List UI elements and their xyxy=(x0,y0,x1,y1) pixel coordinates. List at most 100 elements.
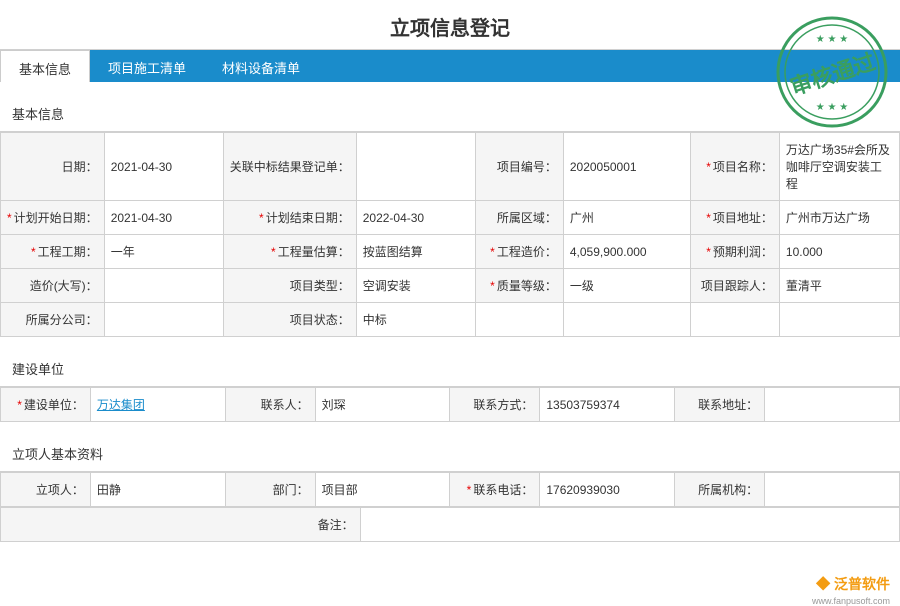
remark-label: 备注： xyxy=(1,508,361,542)
label-text: 联系人： xyxy=(261,398,309,412)
field-value[interactable] xyxy=(765,388,900,422)
label-text: 计划开始日期： xyxy=(14,211,98,225)
required-star: * xyxy=(490,279,495,293)
field-value[interactable]: 万达广场35#会所及咖啡厅空调安装工程 xyxy=(779,133,899,201)
label-text: 联系地址： xyxy=(698,398,758,412)
label-text: 项目状态： xyxy=(290,313,350,327)
field-label: *项目地址： xyxy=(690,201,779,235)
field-label xyxy=(690,303,779,337)
field-label: 所属区域： xyxy=(475,201,563,235)
field-label: *计划开始日期： xyxy=(1,201,105,235)
tab-construction-list[interactable]: 项目施工清单 xyxy=(90,50,204,82)
label-text: 联系方式： xyxy=(473,398,533,412)
field-value[interactable]: 13503759374 xyxy=(540,388,675,422)
field-label: 关联中标结果登记单： xyxy=(223,133,356,201)
tab-basic-info[interactable]: 基本信息 xyxy=(0,50,90,82)
required-star: * xyxy=(7,211,12,225)
label-text: 所属机构： xyxy=(698,483,758,497)
field-label: 联系方式： xyxy=(450,388,540,422)
field-label: 项目状态： xyxy=(223,303,356,337)
field-label: *联系电话： xyxy=(450,473,540,507)
label-text: 项目地址： xyxy=(713,211,773,225)
field-value[interactable]: 10.000 xyxy=(779,235,899,269)
person-table: 立项人：田静部门：项目部*联系电话：17620939030所属机构： xyxy=(0,472,900,507)
label-text: 预期利润： xyxy=(713,245,773,259)
field-value[interactable]: 2021-04-30 xyxy=(104,133,223,201)
field-value[interactable]: 项目部 xyxy=(315,473,450,507)
label-text: 质量等级： xyxy=(497,279,557,293)
field-label: 项目编号： xyxy=(475,133,563,201)
label-text: 工程造价： xyxy=(497,245,557,259)
field-label: *预期利润： xyxy=(690,235,779,269)
label-text: 所属区域： xyxy=(497,211,557,225)
field-label: 所属分公司： xyxy=(1,303,105,337)
field-value[interactable]: 田静 xyxy=(90,473,225,507)
required-star: * xyxy=(31,245,36,259)
field-value[interactable]: 2022-04-30 xyxy=(356,201,475,235)
field-value[interactable]: 中标 xyxy=(356,303,475,337)
watermark-url: www.fanpusoft.com xyxy=(812,596,890,606)
basic-info-table: 日期：2021-04-30关联中标结果登记单：项目编号：2020050001*项… xyxy=(0,132,900,337)
field-label: 项目类型： xyxy=(223,269,356,303)
label-text: 项目名称： xyxy=(713,160,773,174)
label-text: 建设单位： xyxy=(24,398,84,412)
remark-value[interactable] xyxy=(360,508,899,542)
section-header-construction: 建设单位 xyxy=(0,349,900,387)
label-text: 工程工期： xyxy=(38,245,98,259)
required-star: * xyxy=(706,245,711,259)
field-value[interactable] xyxy=(356,133,475,201)
field-value[interactable]: 4,059,900.000 xyxy=(563,235,690,269)
field-label: *建设单位： xyxy=(1,388,91,422)
field-value[interactable]: 董清平 xyxy=(779,269,899,303)
field-label: *工程工期： xyxy=(1,235,105,269)
field-label: 联系人： xyxy=(225,388,315,422)
label-text: 工程量估算： xyxy=(278,245,350,259)
section-header-basic: 基本信息 xyxy=(0,94,900,132)
field-value[interactable]: 一级 xyxy=(563,269,690,303)
field-value[interactable]: 广州市万达广场 xyxy=(779,201,899,235)
required-star: * xyxy=(259,211,264,225)
field-value[interactable]: 一年 xyxy=(104,235,223,269)
field-value[interactable]: 刘琛 xyxy=(315,388,450,422)
field-label: 立项人： xyxy=(1,473,91,507)
required-star: * xyxy=(490,245,495,259)
field-label: *项目名称： xyxy=(690,133,779,201)
page-title: 立项信息登记 xyxy=(0,0,900,50)
label-text: 关联中标结果登记单： xyxy=(230,160,350,174)
field-label: *工程量估算： xyxy=(223,235,356,269)
label-text: 所属分公司： xyxy=(26,313,98,327)
required-star: * xyxy=(706,160,711,174)
field-value xyxy=(779,303,899,337)
field-value[interactable]: 按蓝图结算 xyxy=(356,235,475,269)
required-star: * xyxy=(467,483,472,497)
field-value[interactable]: 2021-04-30 xyxy=(104,201,223,235)
tab-material-list[interactable]: 材料设备清单 xyxy=(204,50,318,82)
field-label: 部门： xyxy=(225,473,315,507)
label-text: 部门： xyxy=(273,483,309,497)
field-value[interactable]: 万达集团 xyxy=(90,388,225,422)
section-header-person: 立项人基本资料 xyxy=(0,434,900,472)
field-value[interactable] xyxy=(104,303,223,337)
field-label: 日期： xyxy=(1,133,105,201)
field-label: *工程造价： xyxy=(475,235,563,269)
field-label: 所属机构： xyxy=(675,473,765,507)
field-value[interactable] xyxy=(104,269,223,303)
field-label: 项目跟踪人： xyxy=(690,269,779,303)
remark-table: 备注： xyxy=(0,507,900,542)
field-label: *质量等级： xyxy=(475,269,563,303)
field-value[interactable] xyxy=(765,473,900,507)
field-value[interactable]: 空调安装 xyxy=(356,269,475,303)
label-text: 项目编号： xyxy=(497,160,557,174)
label-text: 项目类型： xyxy=(290,279,350,293)
label-text: 计划结束日期： xyxy=(266,211,350,225)
field-value[interactable]: 17620939030 xyxy=(540,473,675,507)
construction-table: *建设单位： 万达集团 联系人： 刘琛 联系方式： 13503759374 联系地址： xyxy=(0,387,900,422)
field-value xyxy=(563,303,690,337)
field-label: 造价(大写)： xyxy=(1,269,105,303)
field-value[interactable]: 广州 xyxy=(563,201,690,235)
link-value[interactable]: 万达集团 xyxy=(97,398,145,412)
label-text: 联系电话： xyxy=(473,483,533,497)
required-star: * xyxy=(706,211,711,225)
field-label: *计划结束日期： xyxy=(223,201,356,235)
field-value[interactable]: 2020050001 xyxy=(563,133,690,201)
